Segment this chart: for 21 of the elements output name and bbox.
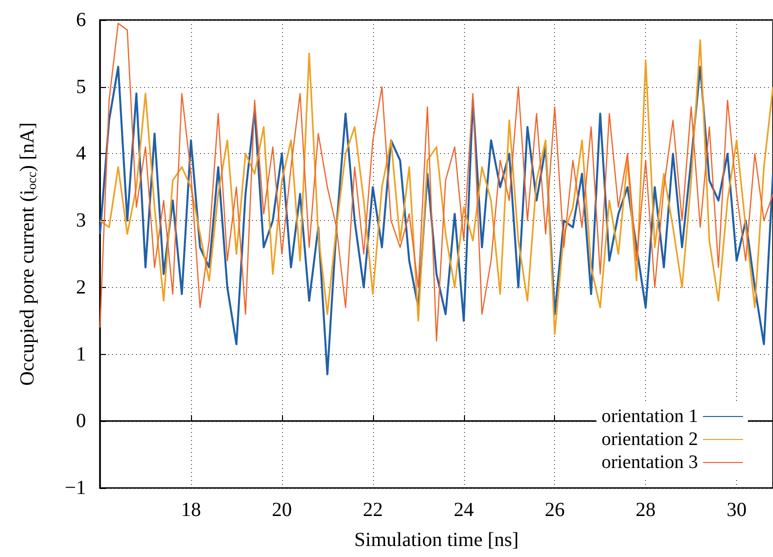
y-tick-label: 5 [76,76,86,98]
x-tick-label: 18 [180,499,201,521]
legend-label: orientation 2 [601,429,698,450]
x-tick-label: 22 [362,499,383,521]
y-tick-label: −1 [64,477,86,499]
y-tick-label: 1 [76,343,86,366]
y-tick-label: 4 [76,142,86,165]
legend-label: orientation 1 [601,406,698,427]
x-tick-label: 26 [544,499,565,521]
x-tick-label: 24 [454,499,474,521]
line-series [99,66,773,376]
x-tick-label: 28 [636,499,656,521]
x-tick-label: 30 [726,499,747,521]
y-tick-label: 2 [76,276,86,298]
x-tick-label: 20 [272,499,292,521]
y-axis-title: Occupied pore current (iocc) [nA] [16,122,39,386]
legend-label: orientation 3 [601,452,698,473]
y-tick-label: 6 [76,9,86,31]
x-axis-title: Simulation time [ns] [354,529,519,551]
y-tick-label: 0 [76,410,86,432]
y-tick-label: 3 [76,210,86,232]
